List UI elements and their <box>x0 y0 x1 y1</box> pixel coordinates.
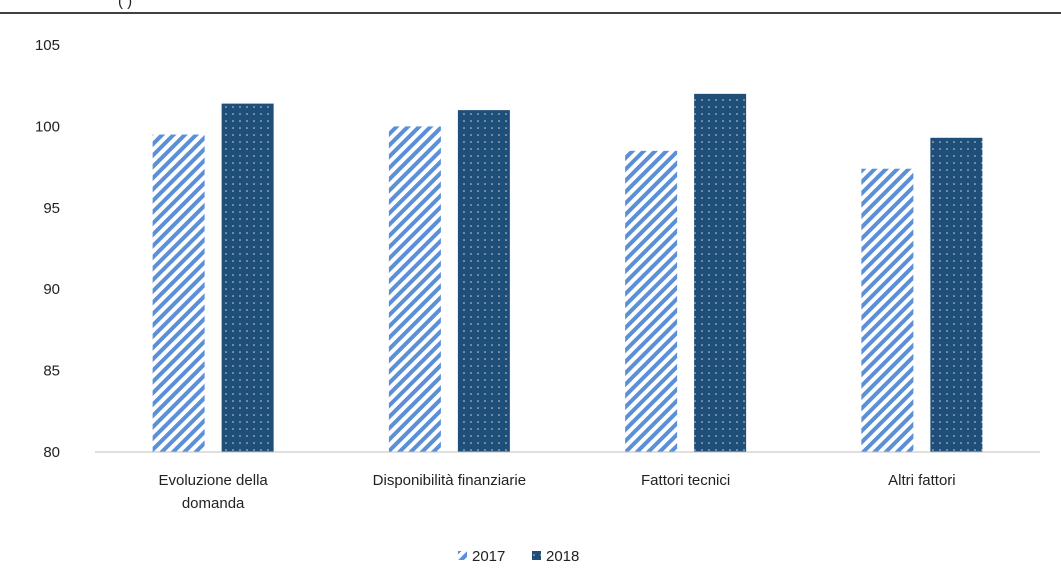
bar-2017 <box>625 150 678 452</box>
y-tick-label: 85 <box>43 363 60 380</box>
legend-label-2017: 2017 <box>472 548 505 565</box>
y-tick-label: 100 <box>35 118 60 135</box>
legend: 2017 2018 <box>458 548 579 565</box>
y-tick-label: 80 <box>43 444 60 461</box>
x-category-label: Altri fattori <box>888 472 956 489</box>
y-tick-label: 105 <box>35 37 60 54</box>
legend-label-2018: 2018 <box>546 548 579 565</box>
bar-2017 <box>388 126 441 453</box>
bar-2018 <box>221 103 274 452</box>
y-axis: 80 85 90 95 100 105 <box>35 37 60 461</box>
x-category-label: Evoluzione della <box>159 472 269 489</box>
y-tick-label: 95 <box>43 200 60 217</box>
y-tick-label: 90 <box>43 281 60 298</box>
bars <box>152 93 983 453</box>
bar-2018 <box>930 137 983 452</box>
bar-2018 <box>457 110 510 453</box>
x-category-label: Disponibilità finanziarie <box>373 472 526 489</box>
bar-2017 <box>152 134 205 453</box>
bar-2018 <box>694 93 747 452</box>
legend-swatch-2018 <box>532 551 541 560</box>
x-axis-labels: Evoluzione della domanda Disponibilità fin… <box>159 472 956 512</box>
legend-swatch-2017 <box>458 551 467 560</box>
x-category-label: domanda <box>182 495 245 512</box>
bar-2017 <box>861 168 914 452</box>
x-category-label: Fattori tecnici <box>641 472 730 489</box>
header-partial-text: ( ) <box>118 0 132 10</box>
